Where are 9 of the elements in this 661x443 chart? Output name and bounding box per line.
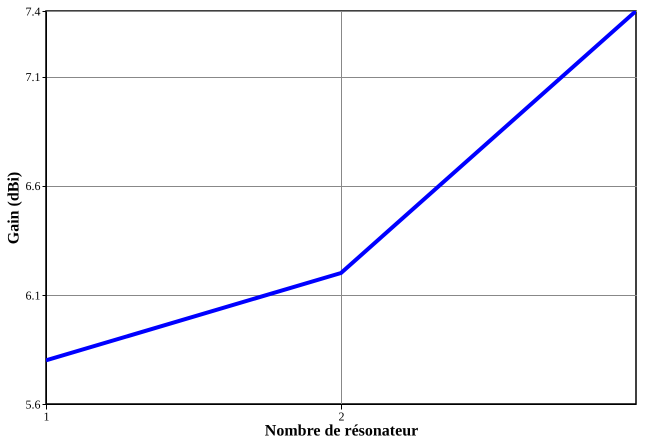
y-tick-label: 7.4: [26, 4, 40, 18]
y-tick-label: 7.1: [26, 70, 40, 84]
y-tick-label: 6.1: [26, 288, 40, 302]
y-tick-label: 6.6: [26, 179, 40, 194]
y-axis-title: Gain (dBi): [6, 172, 22, 244]
x-tick-label: 1: [44, 410, 50, 424]
x-axis-title: Nombre de résonateur: [264, 422, 418, 440]
x-tick-label: 2: [338, 410, 344, 424]
y-tick-label: 5.6: [26, 398, 40, 412]
